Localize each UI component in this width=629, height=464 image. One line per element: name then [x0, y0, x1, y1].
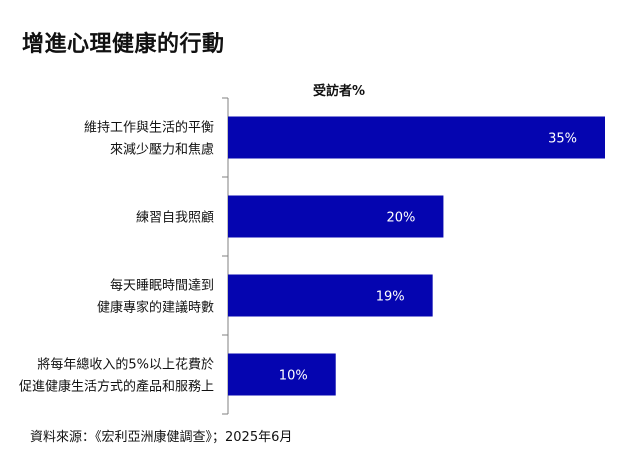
- chart-title: 增進心理健康的行動: [22, 32, 225, 57]
- category-label: 促進健康生活方式的產品和服務上: [19, 379, 214, 395]
- bar: [228, 116, 605, 159]
- bar: [228, 274, 433, 317]
- value-label: 19%: [376, 290, 405, 305]
- source-note: 資料來源：《宏利亞洲康健調查》；2025年6月: [30, 430, 293, 445]
- value-label: 20%: [387, 211, 416, 226]
- category-label: 維持工作與生活的平衡: [84, 120, 214, 136]
- category-label: 健康專家的建議時數: [97, 300, 214, 316]
- bar: [228, 353, 336, 396]
- value-label: 10%: [279, 369, 308, 384]
- value-label: 35%: [548, 132, 577, 147]
- category-label: 練習自我照顧: [136, 211, 214, 226]
- category-label: 每天睡眠時間達到: [110, 278, 214, 294]
- unit-label: 受訪者%: [313, 84, 366, 99]
- category-label: 將每年總收入的5%以上花費於: [37, 357, 214, 373]
- bar: [228, 195, 444, 238]
- category-label: 來減少壓力和焦慮: [110, 142, 214, 158]
